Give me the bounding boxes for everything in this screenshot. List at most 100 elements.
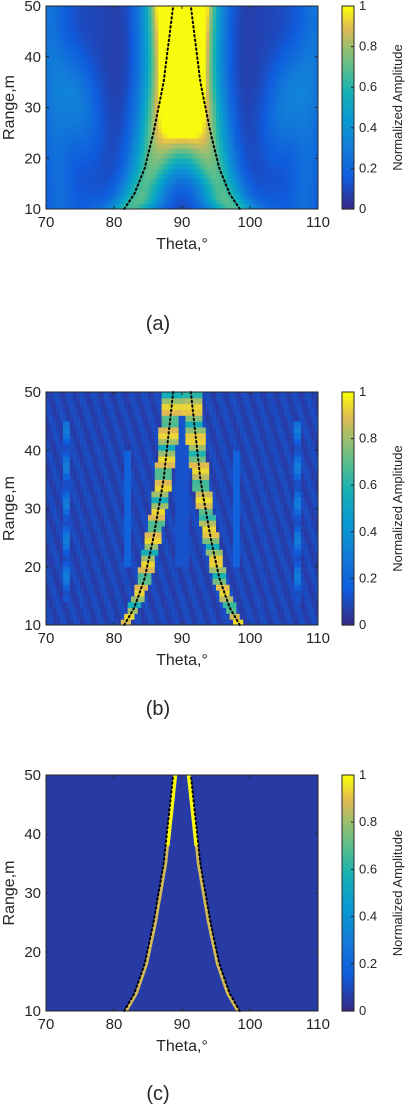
heatmap-cell (188, 117, 193, 124)
heatmap-cell (59, 508, 64, 515)
heatmap-cell (120, 51, 125, 58)
heatmap-cell (195, 143, 200, 149)
heatmap-cell (277, 560, 282, 568)
heatmap-cell (86, 566, 91, 574)
heatmap-cell (182, 107, 186, 114)
heatmap-cell (260, 143, 265, 149)
heatmap-cell (233, 41, 237, 48)
heatmap-cell (120, 619, 125, 626)
heatmap-cell (273, 137, 278, 144)
heatmap-cell (63, 188, 67, 195)
heatmap-cell (103, 188, 108, 195)
heatmap-cell (52, 188, 57, 195)
heatmap-cell (192, 607, 197, 614)
heatmap-cell (243, 203, 248, 210)
heatmap-cell (202, 173, 207, 180)
heatmap-cell (219, 51, 224, 58)
heatmap-cell (141, 514, 146, 521)
heatmap-cell (168, 188, 173, 195)
heatmap-cell (148, 61, 152, 68)
heatmap-cell (222, 595, 227, 603)
heatmap-cell (141, 36, 146, 43)
heatmap-cell (66, 198, 71, 205)
heatmap-cell (250, 122, 254, 129)
heatmap-cell (127, 16, 132, 22)
heatmap-cell (134, 92, 139, 98)
heatmap-cell (86, 148, 91, 154)
heatmap-cell (120, 26, 125, 32)
heatmap-cell (151, 92, 156, 98)
heatmap-cell (209, 590, 214, 597)
heatmap-cell (202, 82, 207, 88)
heatmap-cell (73, 508, 78, 515)
heatmap-cell (216, 31, 220, 37)
heatmap-cell (205, 590, 210, 597)
heatmap-cell (100, 566, 105, 574)
heatmap-cell (56, 607, 61, 614)
heatmap-cell (93, 31, 98, 37)
heatmap-cell (59, 26, 64, 32)
heatmap-cell (304, 198, 309, 205)
heatmap-cell (175, 502, 180, 510)
heatmap-cell (52, 143, 57, 149)
heatmap-cell (277, 82, 282, 88)
heatmap-cell (171, 572, 176, 579)
heatmap-cell (69, 92, 74, 98)
heatmap-cell (226, 71, 231, 78)
heatmap-cell (222, 137, 227, 144)
heatmap-cell (66, 77, 71, 83)
heatmap-cell (229, 102, 234, 108)
heatmap-cell (202, 137, 207, 144)
heatmap-cell (100, 21, 105, 27)
heatmap-cell (76, 543, 81, 550)
colorbar-segment (342, 40, 354, 45)
heatmap-cell (131, 21, 135, 27)
heatmap-cell (195, 16, 200, 22)
heatmap-cell (127, 578, 132, 585)
heatmap-cell (246, 21, 251, 27)
heatmap-cell (294, 107, 299, 114)
heatmap-cell (294, 137, 299, 144)
heatmap-cell (107, 36, 112, 43)
heatmap-cell (205, 92, 210, 98)
heatmap-cell (304, 183, 309, 190)
heatmap-cell (287, 578, 292, 585)
heatmap-cell (154, 132, 159, 139)
heatmap-cell (212, 137, 217, 144)
heatmap-cell (117, 502, 122, 510)
heatmap-cell (154, 607, 159, 614)
heatmap-cell (83, 26, 88, 32)
heatmap-cell (134, 117, 139, 124)
heatmap-cell (287, 21, 292, 27)
heatmap-cell (202, 613, 207, 620)
heatmap-cell (301, 6, 305, 12)
heatmap-cell (124, 607, 129, 614)
heatmap-cell (124, 77, 129, 83)
heatmap-cell (216, 107, 220, 114)
heatmap-cell (239, 549, 244, 556)
heatmap-cell (103, 601, 108, 609)
heatmap-cell (307, 531, 312, 539)
heatmap-cell (192, 508, 197, 515)
heatmap-cell (66, 97, 71, 103)
heatmap-cell (107, 82, 112, 88)
heatmap-cell (49, 537, 54, 544)
heatmap-cell (59, 525, 64, 533)
heatmap-cell (83, 543, 88, 550)
heatmap-cell (148, 82, 152, 88)
heatmap-cell (209, 11, 214, 17)
heatmap-cell (188, 41, 193, 48)
heatmap-cell (273, 572, 278, 579)
heatmap-cell (202, 41, 207, 48)
heatmap-cell (73, 584, 78, 591)
heatmap-cell (131, 168, 135, 174)
heatmap-cell (131, 188, 135, 195)
heatmap-cell (267, 193, 271, 200)
heatmap-cell (49, 555, 54, 562)
heatmap-cell (297, 82, 302, 88)
heatmap-cell (134, 549, 139, 556)
heatmap-cell (56, 41, 61, 48)
heatmap-cell (297, 153, 302, 159)
heatmap-cell (273, 117, 278, 124)
heatmap-cell (66, 601, 71, 609)
